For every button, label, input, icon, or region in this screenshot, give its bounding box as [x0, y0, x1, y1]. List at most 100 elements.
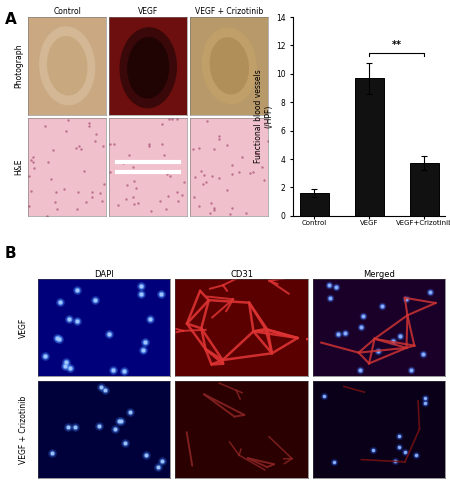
Ellipse shape [48, 37, 87, 95]
Point [341, 329, 348, 337]
Point [65, 423, 72, 430]
Point [141, 338, 149, 346]
Point [206, 209, 213, 217]
Point [374, 347, 382, 355]
Point [54, 334, 61, 342]
Point [402, 295, 409, 303]
Point [118, 417, 125, 425]
Point [357, 323, 364, 331]
Point [141, 338, 149, 346]
Point [130, 193, 137, 201]
Point [191, 173, 198, 181]
Point [54, 205, 61, 213]
Point [72, 423, 79, 431]
Text: VEGF + Crizotinib: VEGF + Crizotinib [19, 396, 28, 464]
Point [334, 330, 342, 338]
Point [63, 359, 70, 366]
Point [195, 144, 203, 152]
Point [389, 337, 396, 345]
Point [154, 463, 161, 471]
Point [396, 443, 403, 451]
Point [29, 153, 36, 161]
Point [211, 206, 218, 214]
Point [228, 204, 235, 212]
Point [41, 122, 49, 129]
Point [63, 359, 70, 366]
Point [135, 199, 142, 207]
Point [331, 458, 338, 466]
Point [41, 352, 48, 360]
Point [55, 335, 62, 343]
Point [98, 383, 105, 390]
Title: Merged: Merged [363, 270, 395, 279]
Point [25, 203, 32, 210]
Point [61, 363, 68, 370]
Point [165, 115, 172, 123]
Point [43, 212, 50, 220]
Point [226, 210, 234, 218]
Ellipse shape [40, 27, 94, 104]
Point [91, 296, 99, 304]
Point [57, 298, 64, 306]
Point [396, 443, 403, 451]
Point [321, 392, 328, 400]
Point [413, 451, 420, 459]
Point [396, 432, 403, 440]
Point [143, 451, 150, 459]
Point [198, 167, 205, 175]
Point [112, 168, 119, 176]
Point [235, 168, 243, 176]
Point [359, 312, 366, 320]
Title: VEGF + Crizotinib: VEGF + Crizotinib [195, 7, 263, 16]
Point [421, 399, 428, 407]
Point [57, 298, 64, 306]
Point [357, 366, 364, 374]
Point [55, 335, 62, 343]
Point [61, 363, 68, 370]
Point [73, 317, 81, 325]
Point [427, 288, 434, 296]
Point [64, 116, 72, 124]
Point [139, 346, 146, 353]
Point [75, 188, 82, 196]
Point [137, 282, 144, 290]
Point [321, 392, 328, 400]
Point [427, 288, 434, 296]
Ellipse shape [202, 28, 256, 103]
Point [421, 394, 428, 402]
Point [325, 282, 332, 289]
Point [359, 312, 366, 320]
Point [138, 290, 145, 298]
Point [121, 367, 128, 375]
Point [54, 334, 61, 342]
Ellipse shape [120, 28, 176, 108]
Point [91, 296, 99, 304]
Point [174, 188, 181, 196]
Point [139, 346, 146, 353]
Point [93, 130, 100, 138]
Point [67, 365, 74, 372]
Point [202, 178, 210, 185]
Point [253, 149, 260, 157]
Point [73, 317, 81, 325]
Point [74, 285, 81, 293]
Point [143, 451, 150, 459]
Bar [355, 78, 383, 216]
Point [211, 204, 218, 212]
Point [200, 180, 207, 187]
Point [25, 172, 32, 180]
Point [146, 140, 153, 147]
Point [98, 383, 105, 390]
Point [109, 366, 117, 374]
Point [326, 295, 333, 303]
Ellipse shape [210, 38, 248, 94]
Point [106, 168, 113, 176]
Point [74, 205, 81, 213]
Point [169, 115, 176, 122]
Point [164, 192, 171, 200]
Point [157, 290, 164, 298]
Point [143, 167, 150, 175]
Point [332, 284, 339, 291]
Point [49, 449, 56, 457]
Point [105, 330, 112, 338]
